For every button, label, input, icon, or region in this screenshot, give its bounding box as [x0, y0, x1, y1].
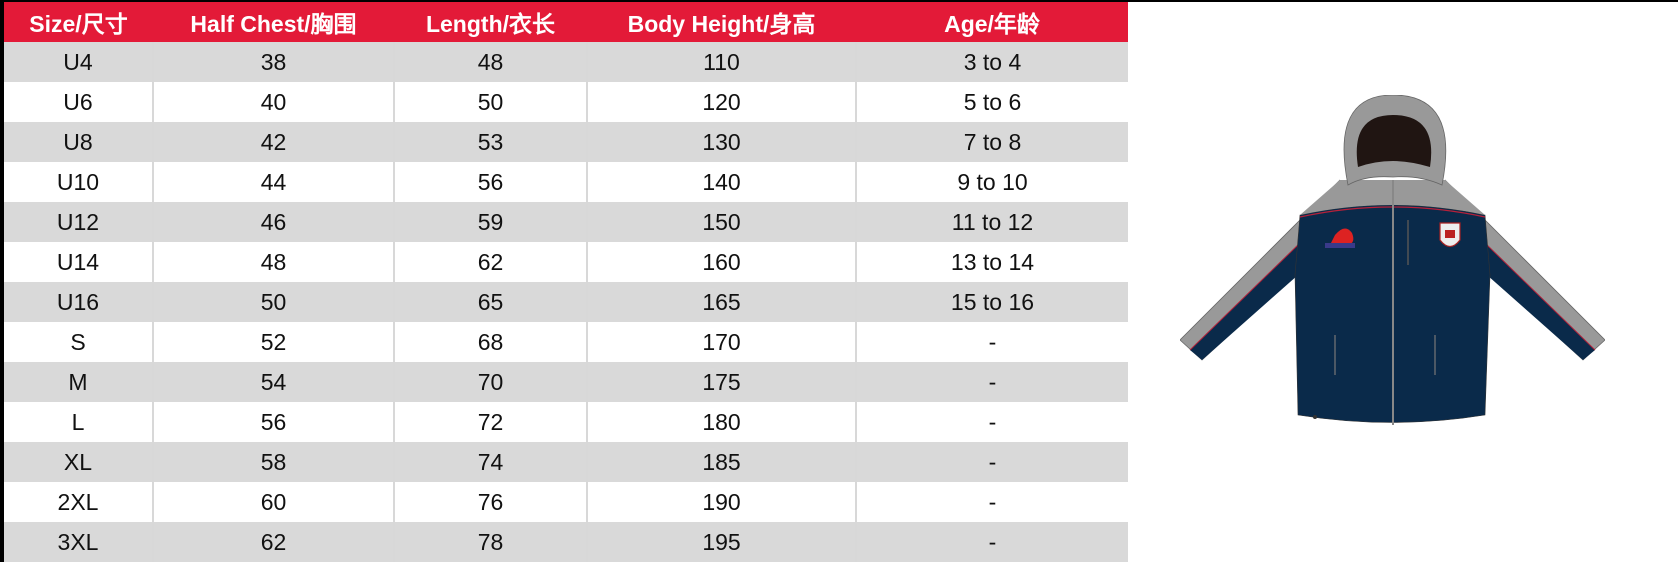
- table-cell: U16: [4, 282, 153, 322]
- table-cell: U14: [4, 242, 153, 282]
- table-cell: U8: [4, 122, 153, 162]
- table-cell: 76: [393, 482, 587, 522]
- table-cell: 2XL: [4, 482, 153, 522]
- table-cell: U10: [4, 162, 153, 202]
- table-cell: 195: [586, 522, 856, 562]
- table-cell: 48: [152, 242, 394, 282]
- table-cell: 130: [586, 122, 856, 162]
- table-row: U16 50 65 165 15 to 16: [4, 282, 1128, 322]
- column-header: Age/年龄: [856, 2, 1128, 42]
- table-cell: 53: [393, 122, 587, 162]
- table-row: U10 44 56 140 9 to 10: [4, 162, 1128, 202]
- table-cell: -: [855, 362, 1128, 402]
- jacket-illustration: [1180, 95, 1605, 425]
- table-cell: 160: [586, 242, 856, 282]
- table-cell: 59: [393, 202, 587, 242]
- table-row: S 52 68 170-: [4, 322, 1128, 362]
- table-cell: U6: [4, 82, 153, 122]
- table-cell: -: [855, 402, 1128, 442]
- table-cell: 185: [586, 442, 856, 482]
- table-row: U14 48 62 160 13 to 14: [4, 242, 1128, 282]
- table-cell: 11 to 12: [855, 202, 1128, 242]
- left-border: [0, 0, 4, 562]
- table-cell: 42: [152, 122, 394, 162]
- table-cell: 170: [586, 322, 856, 362]
- table-cell: 65: [393, 282, 587, 322]
- table-row: U12 46 59 150 11 to 12: [4, 202, 1128, 242]
- table-cell: -: [855, 442, 1128, 482]
- table-cell: 9 to 10: [855, 162, 1128, 202]
- table-row: 3XL 62 78 195-: [4, 522, 1128, 562]
- table-cell: 13 to 14: [855, 242, 1128, 282]
- table-cell: U12: [4, 202, 153, 242]
- table-cell: 3 to 4: [855, 42, 1128, 82]
- table-cell: 175: [586, 362, 856, 402]
- column-header: Length/衣长: [394, 2, 587, 42]
- table-cell: 7 to 8: [855, 122, 1128, 162]
- table-cell: 62: [152, 522, 394, 562]
- column-header: Size/尺寸: [4, 2, 153, 42]
- column-header: Half Chest/胸围: [153, 2, 394, 42]
- table-row: L 56 72 180-: [4, 402, 1128, 442]
- table-cell: 50: [393, 82, 587, 122]
- table-cell: M: [4, 362, 153, 402]
- table-cell: 74: [393, 442, 587, 482]
- table-cell: 60: [152, 482, 394, 522]
- column-header: Body Height/身高: [587, 2, 856, 42]
- table-row: M 54 70 175-: [4, 362, 1128, 402]
- table-cell: 38: [152, 42, 394, 82]
- table-cell: 110: [586, 42, 856, 82]
- crest-icon: [1439, 222, 1461, 248]
- table-row: U4 38 48 110 3 to 4: [4, 42, 1128, 82]
- header-row: Size/尺寸 Half Chest/胸围 Length/衣长 Body Height…: [4, 2, 1128, 42]
- table-cell: L: [4, 402, 153, 442]
- table-row: U8 42 53 130 7 to 8: [4, 122, 1128, 162]
- table-row: 2XL 60 76 190-: [4, 482, 1128, 522]
- table-cell: 78: [393, 522, 587, 562]
- table-cell: 165: [586, 282, 856, 322]
- table-cell: 3XL: [4, 522, 153, 562]
- table-cell: 46: [152, 202, 394, 242]
- table-cell: 5 to 6: [855, 82, 1128, 122]
- top-border: [0, 0, 1678, 2]
- table-cell: 120: [586, 82, 856, 122]
- table-cell: 140: [586, 162, 856, 202]
- table-cell: XL: [4, 442, 153, 482]
- table-cell: 52: [152, 322, 394, 362]
- table-cell: 68: [393, 322, 587, 362]
- table-cell: 180: [586, 402, 856, 442]
- table-cell: -: [855, 482, 1128, 522]
- table-cell: 150: [586, 202, 856, 242]
- table-cell: 56: [393, 162, 587, 202]
- table-row: XL 58 74 185-: [4, 442, 1128, 482]
- table-cell: 62: [393, 242, 587, 282]
- table-cell: 58: [152, 442, 394, 482]
- table-cell: 50: [152, 282, 394, 322]
- table-cell: S: [4, 322, 153, 362]
- table-cell: 48: [393, 42, 587, 82]
- table-cell: 72: [393, 402, 587, 442]
- table-row: U6 40 50 120 5 to 6: [4, 82, 1128, 122]
- table-cell: 15 to 16: [855, 282, 1128, 322]
- table-cell: -: [855, 522, 1128, 562]
- table-cell: 54: [152, 362, 394, 402]
- club-logo-icon: [1325, 228, 1355, 248]
- table-cell: 70: [393, 362, 587, 402]
- table-cell: 190: [586, 482, 856, 522]
- table-cell: -: [855, 322, 1128, 362]
- table-cell: U4: [4, 42, 153, 82]
- hood-lining: [1356, 115, 1432, 167]
- table-cell: 40: [152, 82, 394, 122]
- table-cell: 56: [152, 402, 394, 442]
- table-cell: 44: [152, 162, 394, 202]
- size-chart-table: Size/尺寸 Half Chest/胸围 Length/衣长 Body Height…: [4, 2, 1128, 562]
